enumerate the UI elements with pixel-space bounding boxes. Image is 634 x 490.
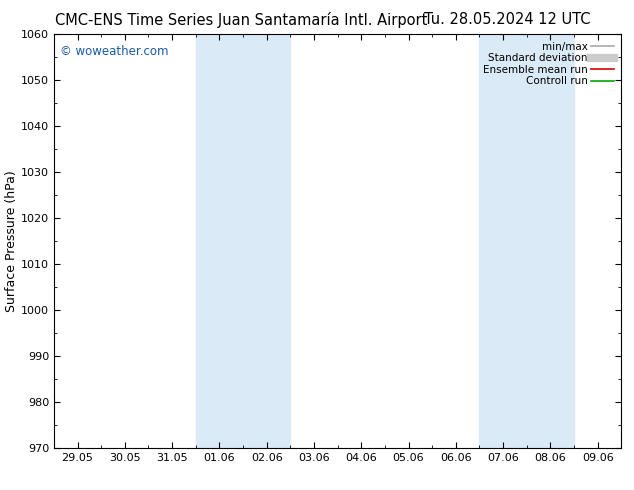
Bar — [479, 34, 574, 448]
Bar — [196, 34, 290, 448]
Y-axis label: Surface Pressure (hPa): Surface Pressure (hPa) — [5, 171, 18, 312]
Text: CMC-ENS Time Series Juan Santamaría Intl. Airport: CMC-ENS Time Series Juan Santamaría Intl… — [55, 12, 427, 28]
Text: © woweather.com: © woweather.com — [60, 45, 168, 58]
Text: Tu. 28.05.2024 12 UTC: Tu. 28.05.2024 12 UTC — [424, 12, 590, 27]
Legend: min/max, Standard deviation, Ensemble mean run, Controll run: min/max, Standard deviation, Ensemble me… — [481, 40, 616, 88]
